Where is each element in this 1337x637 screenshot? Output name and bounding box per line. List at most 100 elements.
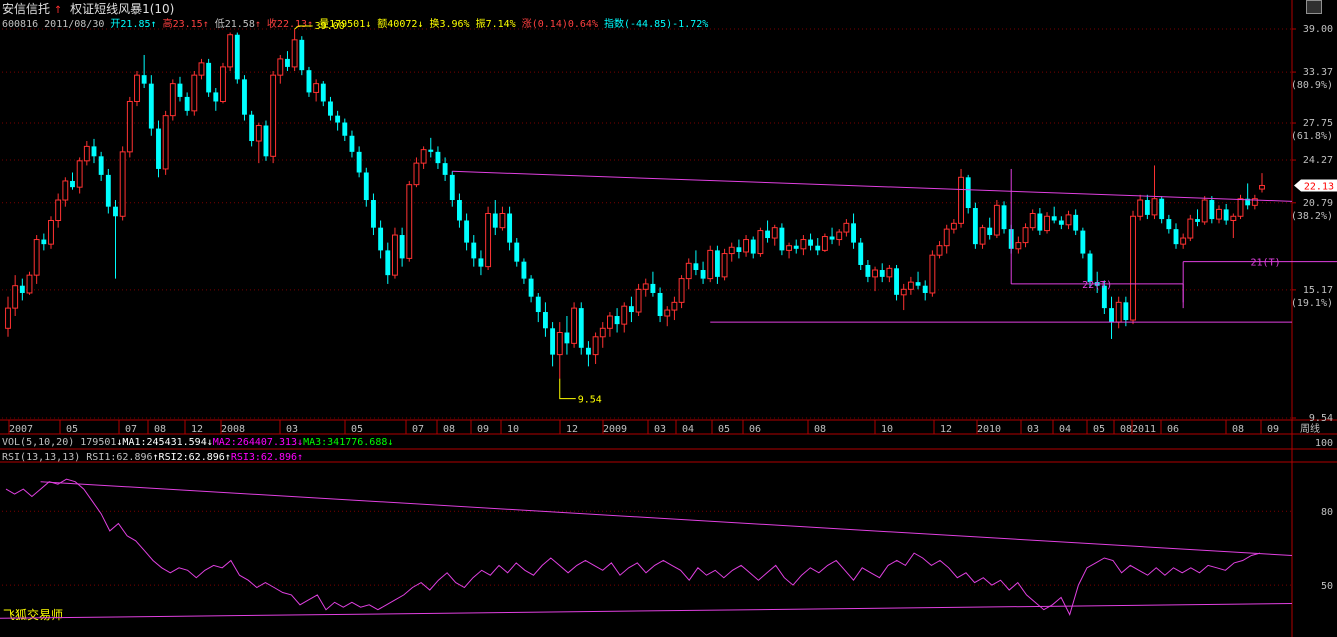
candle-body-up — [771, 227, 778, 239]
candle-body-down — [858, 242, 864, 265]
range1-label: 22(T) — [1082, 280, 1112, 291]
candle-body-up — [929, 254, 936, 294]
candle-body-down — [356, 151, 362, 173]
vol-item: ↓ — [116, 437, 123, 448]
candle-body-down — [987, 227, 993, 236]
volume-indicator-line: VOL(5,10,20) 179501↓MA1:245431.594↓MA2:2… — [2, 437, 393, 448]
time-axis-label: 03 — [286, 424, 298, 435]
candle-body-down — [363, 172, 369, 201]
candle-body-down — [492, 213, 498, 228]
candle-body-up — [800, 239, 807, 250]
candle-body-up — [571, 307, 578, 344]
candle-body-down — [1080, 230, 1086, 254]
candle-body-down — [1109, 308, 1114, 323]
candle-body-up — [485, 212, 492, 268]
candle-body-down — [105, 174, 111, 207]
candle-body-up — [220, 66, 226, 102]
candle-body-up — [728, 246, 735, 255]
time-axis-label: 07 — [412, 424, 424, 435]
time-axis-label: 08 — [1120, 424, 1132, 435]
time-axis-label: 08 — [1232, 424, 1244, 435]
info-value: 179501 — [329, 19, 366, 30]
candle-body-down — [91, 146, 97, 157]
candles-group — [5, 29, 1265, 379]
time-axis-label: 04 — [1059, 424, 1071, 435]
candle-body-down — [1123, 302, 1129, 321]
time-axis-label: 2011 — [1132, 424, 1156, 435]
info-value: 600816 — [2, 19, 39, 30]
info-value: 3.96% — [439, 19, 470, 30]
candle-body-up — [5, 307, 11, 329]
candle-body-down — [507, 213, 513, 243]
price-axis-label: 39.00 — [1303, 24, 1333, 35]
candle-body-up — [843, 222, 850, 233]
chart-title: 安信信托 ↑ 权证短线风暴1(10) — [2, 0, 174, 17]
candle-body-up — [413, 162, 420, 186]
info-label: 额 — [377, 19, 388, 30]
candle-body-down — [521, 261, 527, 279]
candle-body-up — [836, 231, 843, 241]
candle-body-up — [169, 83, 176, 117]
candle-body-up — [55, 199, 62, 221]
candle-body-down — [1051, 216, 1057, 221]
price-axis-label: 27.75 — [1303, 118, 1333, 129]
candle-body-down — [714, 250, 720, 277]
candle-body-down — [650, 283, 656, 293]
candle-body-down — [342, 122, 348, 136]
candle-body-up — [62, 180, 69, 201]
candle-body-up — [83, 145, 90, 162]
candle-body-down — [779, 227, 785, 251]
low-marker-line — [559, 378, 576, 400]
candle-body-down — [736, 247, 742, 252]
candle-body-down — [922, 285, 928, 293]
info-label: 换 — [429, 19, 440, 30]
candle-body-down — [471, 242, 477, 259]
info-value: 22.13 — [276, 19, 308, 30]
candle-body-up — [227, 34, 234, 68]
quote-info-bar: 600816 2011/08/30 开21.85↑ 高23.15↑ 低21.58… — [2, 15, 708, 30]
candle-body-down — [1245, 198, 1251, 206]
candle-body-down — [464, 220, 470, 243]
candle-body-down — [206, 62, 212, 93]
time-axis-label: 09 — [1267, 424, 1279, 435]
candle-body-up — [270, 74, 277, 157]
info-label: 指数 — [604, 19, 624, 30]
info-label: 低 — [214, 19, 225, 30]
info-value: (-44.85)-1.72% — [624, 19, 709, 30]
candle-body-up — [821, 236, 828, 251]
info-arrow-icon: ↓ — [417, 19, 424, 30]
candle-body-up — [26, 274, 33, 294]
candle-body-down — [585, 347, 591, 355]
candle-body-up — [707, 249, 714, 280]
rsi-item: ↑ — [224, 452, 231, 463]
rsi-item: ↑ — [152, 452, 159, 463]
candle-body-down — [263, 125, 269, 157]
candle-body-up — [406, 184, 413, 259]
candle-body-down — [514, 242, 520, 262]
candle-body-up — [592, 336, 599, 356]
candle-body-up — [1251, 198, 1258, 206]
candle-body-up — [1216, 208, 1222, 220]
rsi-axis-label: 80 — [1321, 507, 1333, 518]
candle-body-down — [542, 312, 548, 329]
scroll-button[interactable] — [1306, 0, 1322, 14]
candle-body-up — [277, 58, 284, 76]
rsi-item: RSI(13,13,13) RSI1:62.896 — [2, 452, 153, 463]
candle-body-up — [671, 301, 678, 311]
candle-body-up — [556, 332, 563, 356]
time-axis-label: 12 — [940, 424, 952, 435]
candle-body-up — [936, 245, 943, 256]
time-axis-label: 2008 — [221, 424, 245, 435]
candle-body-up — [1237, 198, 1244, 217]
time-axis-label: 06 — [1167, 424, 1179, 435]
candle-body-down — [113, 206, 118, 217]
rsi-support-trendline — [0, 603, 1293, 619]
candle-body-down — [1173, 229, 1179, 245]
info-arrow-icon: ↑ — [307, 19, 314, 30]
candle-body-down — [306, 70, 312, 93]
time-axis-label: 03 — [1027, 424, 1039, 435]
candle-body-down — [765, 230, 771, 239]
low-marker-label: 9.54 — [578, 395, 602, 406]
time-axis-label: 12 — [566, 424, 578, 435]
